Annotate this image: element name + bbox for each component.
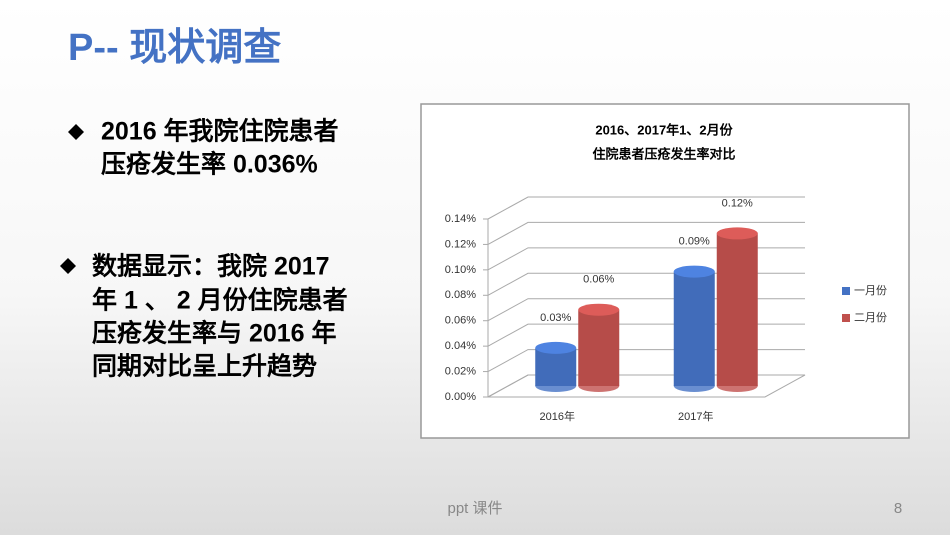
- value-label: 0.12%: [722, 197, 753, 209]
- y-tick-label: 0.04%: [445, 340, 476, 352]
- x-tick-label: 2017年: [678, 409, 713, 423]
- bullet-text: 2016 年我院住院患者: [101, 117, 339, 146]
- bar-top: [673, 265, 715, 278]
- legend-swatch: [842, 287, 850, 295]
- legend-swatch: [842, 314, 850, 322]
- legend-label: 二月份: [854, 311, 887, 324]
- bar: [578, 309, 620, 386]
- grid-line: [487, 196, 805, 220]
- bar: [716, 233, 758, 386]
- value-label: 0.03%: [540, 312, 571, 324]
- chart-frame: [420, 103, 910, 439]
- bullet-text: 同期对比呈上升趋势: [92, 353, 317, 381]
- slide-title: P-- 现状调查: [68, 27, 281, 69]
- value-label: 0.06%: [583, 274, 614, 286]
- bar-top: [578, 303, 620, 316]
- y-tick-label: 0.08%: [445, 289, 476, 301]
- grid-line: [487, 247, 805, 271]
- bullet-text: 年 1 、 2 月份住院患者: [92, 286, 348, 315]
- bullet-icon: [68, 124, 84, 140]
- bar: [673, 271, 715, 386]
- bullet-icon: [60, 258, 76, 274]
- y-tick-label: 0.02%: [445, 365, 476, 377]
- footer: ppt 课件: [447, 500, 502, 517]
- y-tick-label: 0.06%: [445, 315, 476, 327]
- page-number: 8: [894, 500, 902, 517]
- y-tick-label: 0.12%: [445, 238, 476, 250]
- value-label: 0.09%: [679, 235, 710, 247]
- bullet-text: 数据显示：我院 2017: [92, 252, 330, 281]
- bullet-text: 压疮发生率与 2016 年: [92, 319, 337, 348]
- bullet-text: 压疮发生率 0.036%: [101, 150, 318, 179]
- y-tick-label: 0.10%: [445, 264, 476, 276]
- bar-top: [716, 227, 758, 240]
- x-tick-label: 2016年: [540, 409, 575, 423]
- chart-title: 2016、2017年1、2月份: [595, 122, 733, 137]
- chart-title: 住院患者压疮发生率对比: [592, 146, 735, 161]
- y-tick-label: 0.00%: [445, 391, 476, 403]
- grid-line: [487, 221, 805, 245]
- y-tick-label: 0.14%: [445, 213, 476, 225]
- bar: [535, 347, 577, 386]
- bar-top: [535, 341, 577, 354]
- legend-label: 一月份: [854, 284, 887, 297]
